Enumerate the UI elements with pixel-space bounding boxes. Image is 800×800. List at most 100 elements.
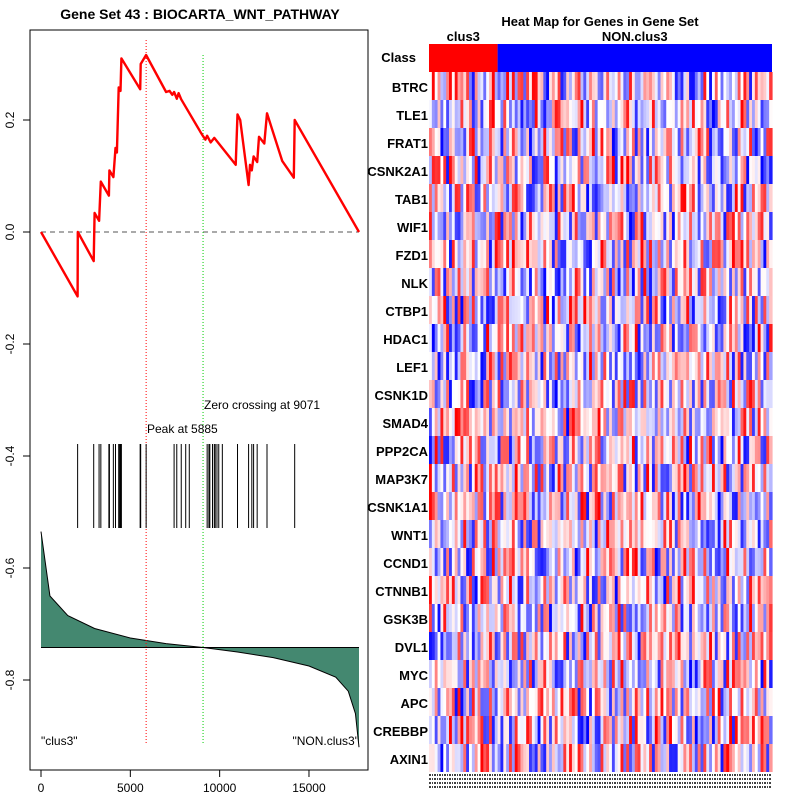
heatmap-cell xyxy=(709,296,713,324)
heatmap-cell xyxy=(494,72,499,100)
heatmap-cell xyxy=(606,184,610,212)
heatmap-cell xyxy=(606,576,610,604)
heatmap-cell xyxy=(563,100,567,128)
heatmap-cell xyxy=(634,744,639,772)
heatmap-cell xyxy=(726,240,730,268)
heatmap-cell xyxy=(700,352,704,380)
heatmap-cell xyxy=(546,716,550,744)
heatmap-cell xyxy=(614,576,619,604)
heatmap-cell xyxy=(666,212,670,240)
heatmap-cell xyxy=(560,128,564,156)
heatmap-cell xyxy=(629,436,633,464)
heatmap-cell xyxy=(691,576,696,604)
heatmap-cell xyxy=(429,352,433,380)
heatmap-cell xyxy=(709,156,713,184)
heatmap-cell xyxy=(574,632,579,660)
heatmap-cell xyxy=(520,100,524,128)
heatmap-cell xyxy=(603,380,607,408)
heatmap-cell xyxy=(543,296,547,324)
heatmap-cell xyxy=(517,184,522,212)
heatmap-cell xyxy=(683,548,687,576)
heatmap-cell xyxy=(703,324,707,352)
heatmap-cell xyxy=(754,604,759,632)
heatmap-cell xyxy=(666,240,670,268)
heatmap-cell xyxy=(760,492,765,520)
heatmap-cell xyxy=(729,156,733,184)
heatmap-cell xyxy=(631,184,636,212)
heatmap-cell xyxy=(480,548,484,576)
heatmap-cell xyxy=(597,576,602,604)
heatmap-cell xyxy=(686,352,690,380)
heatmap-cell xyxy=(431,408,436,436)
heatmap-cell xyxy=(466,520,470,548)
heatmap-cell xyxy=(654,716,659,744)
heatmap-cell xyxy=(646,548,650,576)
heatmap-cell xyxy=(743,464,747,492)
heatmap-cell xyxy=(506,548,510,576)
heatmap-cell xyxy=(709,212,713,240)
heatmap-cell xyxy=(434,296,439,324)
heatmap-cell xyxy=(557,548,562,576)
heatmap-cell xyxy=(531,492,536,520)
heatmap-cell xyxy=(549,492,553,520)
heatmap-cell xyxy=(737,100,742,128)
heatmap-cell xyxy=(591,464,596,492)
heatmap-cell xyxy=(500,184,504,212)
heatmap-cell xyxy=(489,688,493,716)
heatmap-cell xyxy=(671,156,676,184)
heatmap-cell xyxy=(563,352,567,380)
heatmap-cell xyxy=(686,296,690,324)
heatmap-cell xyxy=(737,632,742,660)
heatmap-cell xyxy=(569,100,573,128)
heatmap-cell xyxy=(651,660,656,688)
heatmap-cell xyxy=(440,688,444,716)
heatmap-cell xyxy=(751,100,756,128)
heatmap-cell xyxy=(551,156,556,184)
heatmap-cell xyxy=(663,688,667,716)
heatmap-cell xyxy=(560,660,564,688)
heatmap-cell xyxy=(486,100,490,128)
heatmap-cell xyxy=(714,268,719,296)
heatmap-cell xyxy=(491,688,496,716)
heatmap-cell xyxy=(674,352,679,380)
heatmap-cell xyxy=(494,576,499,604)
heatmap-cell xyxy=(534,520,539,548)
heatmap-cell xyxy=(663,520,667,548)
heatmap-cell xyxy=(511,548,516,576)
heatmap-cell xyxy=(486,744,490,772)
heatmap-cell xyxy=(614,212,619,240)
heatmap-cell xyxy=(620,688,624,716)
heatmap-cell xyxy=(434,520,439,548)
heatmap-cell xyxy=(603,100,607,128)
heatmap-cell xyxy=(694,72,699,100)
heatmap-cell xyxy=(734,576,739,604)
heatmap-cell xyxy=(514,520,519,548)
heatmap-cell xyxy=(503,128,507,156)
heatmap-cell xyxy=(477,268,482,296)
heatmap-cell xyxy=(520,156,524,184)
heatmap-cell xyxy=(623,492,627,520)
heatmap-cell xyxy=(431,520,436,548)
heatmap-cell xyxy=(514,464,519,492)
heatmap-cell xyxy=(574,464,579,492)
heatmap-cell xyxy=(709,436,713,464)
heatmap-cell xyxy=(437,716,442,744)
heatmap-cell xyxy=(763,184,767,212)
heatmap-cell xyxy=(634,268,639,296)
heatmap-cell xyxy=(711,268,716,296)
heatmap-cell xyxy=(491,184,496,212)
heatmap-cell xyxy=(486,156,490,184)
heatmap-cell xyxy=(629,324,633,352)
gene-label: FZD1 xyxy=(396,248,429,263)
gene-label: HDAC1 xyxy=(383,332,428,347)
heatmap-cell xyxy=(651,268,656,296)
heatmap-cell xyxy=(566,464,570,492)
heatmap-cell xyxy=(657,520,662,548)
heatmap-cell xyxy=(763,100,767,128)
heatmap-cell xyxy=(506,268,510,296)
heatmap-cell xyxy=(766,128,770,156)
heatmap-cell xyxy=(497,660,502,688)
heatmap-cell xyxy=(623,436,627,464)
heatmap-cell xyxy=(531,716,536,744)
heatmap-cell xyxy=(614,240,619,268)
